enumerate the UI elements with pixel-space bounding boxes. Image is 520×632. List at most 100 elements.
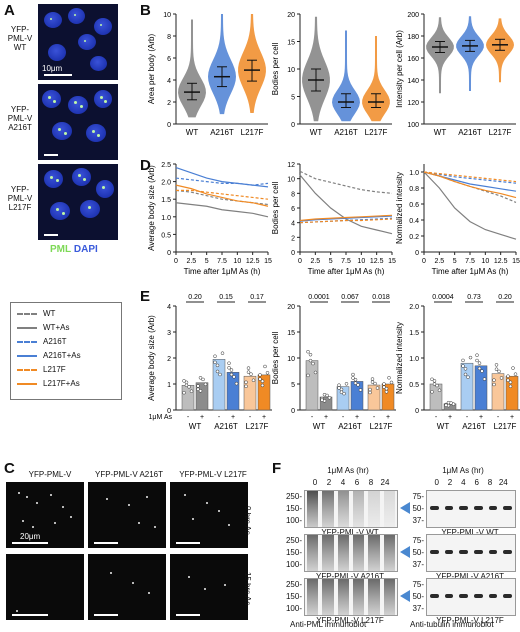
- treatment-label: 15h 1μM As: [148, 414, 172, 421]
- treatment-sign: +: [510, 414, 514, 421]
- p-value: 0.73: [467, 294, 481, 301]
- data-point: [196, 387, 200, 392]
- genotype-label: L217F: [370, 422, 393, 431]
- p-value: 0.20: [188, 294, 202, 301]
- data-point: [461, 364, 465, 368]
- data-point: [463, 367, 468, 371]
- y-tick-label: 10: [287, 67, 295, 74]
- x-tick-label: 15: [388, 258, 396, 265]
- x-tick-label: L217F: [489, 128, 512, 137]
- x-tick-label: 2.5: [434, 258, 444, 265]
- y-tick-label: 1.5: [161, 197, 171, 204]
- pml-blot: [304, 578, 398, 616]
- data-point: [446, 400, 451, 405]
- series-line-wt: [299, 170, 393, 194]
- data-point: [203, 382, 208, 387]
- data-point: [370, 377, 375, 381]
- micrograph-l217f: [38, 164, 118, 240]
- data-point: [308, 358, 313, 363]
- p-value: 0.17: [250, 294, 264, 301]
- data-point: [435, 383, 439, 388]
- y-axis-label: Area per body (Arb): [148, 34, 156, 105]
- data-point: [494, 363, 499, 367]
- data-point: [327, 396, 332, 400]
- mw-marker: 37-: [412, 516, 424, 525]
- x-tick-label: 5: [329, 258, 333, 265]
- legend-entry: L217F+As: [17, 379, 80, 388]
- bar: [505, 375, 519, 411]
- x-tick-label: WT: [186, 128, 199, 137]
- y-tick-label: 0.5: [409, 382, 419, 389]
- data-point: [220, 351, 225, 355]
- y-tick-label: 15: [287, 330, 295, 337]
- mw-marker: 75-: [412, 492, 424, 501]
- tubulin-blot: [426, 578, 516, 616]
- treatment-sign: -: [311, 414, 314, 421]
- y-tick-label: 2: [167, 100, 171, 107]
- data-point: [351, 372, 355, 377]
- line-plot-2: Normalized intensity 0 0.2 0.4 0.6 0.8 1.0 0 2.5…: [395, 164, 520, 276]
- data-point: [511, 366, 515, 370]
- legend-swatch: [17, 340, 37, 343]
- data-point: [344, 382, 349, 386]
- f-title-right: 1μM As (hr): [442, 466, 484, 475]
- legend-swatch: [17, 354, 37, 357]
- lane-label: 4: [461, 478, 466, 487]
- y-tick-label: 180: [407, 34, 419, 41]
- series-legend: WT WT+As A216T A216T+As L217F L217F+As: [10, 302, 122, 400]
- data-point: [475, 358, 479, 363]
- x-tick-label: 7.5: [341, 258, 351, 265]
- mw-marker: 100-: [285, 604, 302, 613]
- x-tick-label: 2.5: [310, 258, 320, 265]
- lane-label: 24: [498, 478, 508, 487]
- lane-label: 8: [368, 478, 374, 487]
- data-point: [461, 358, 465, 363]
- data-point: [249, 372, 253, 376]
- data-point: [451, 402, 456, 406]
- treatment-sign: -: [466, 414, 469, 421]
- legend-swatch: [17, 368, 37, 371]
- data-point: [308, 352, 313, 357]
- y-tick-label: 6: [291, 206, 295, 213]
- y-axis-label: Normalized intensity: [395, 322, 404, 394]
- x-tick-label: 12.5: [494, 258, 508, 265]
- data-point: [508, 380, 513, 385]
- data-point: [246, 366, 251, 370]
- data-point: [198, 389, 203, 393]
- data-point: [306, 349, 310, 354]
- x-tick-label: L217F: [241, 128, 264, 137]
- y-tick-label: 140: [407, 78, 419, 85]
- treatment-sign: -: [342, 414, 345, 421]
- data-point: [477, 366, 482, 371]
- treatment-sign: +: [262, 414, 266, 421]
- mw-marker: 75-: [412, 580, 424, 589]
- data-point: [227, 361, 231, 366]
- lane-label: 24: [380, 478, 390, 487]
- x-tick-label: 10: [233, 258, 241, 265]
- x-tick-label: 5: [205, 258, 209, 265]
- treatment-sign: +: [448, 414, 452, 421]
- x-tick-label: 0: [298, 258, 302, 265]
- legend-swatch: [17, 382, 37, 385]
- data-point: [497, 369, 501, 374]
- genotype-label: A216T: [338, 422, 362, 431]
- data-point: [358, 388, 363, 392]
- x-tick-label: WT: [310, 128, 323, 137]
- y-tick-label: 0: [167, 250, 171, 257]
- y-axis-label: Bodies per cell: [271, 332, 280, 385]
- series-line-l217f: [423, 171, 517, 183]
- legend-entry: A216T: [17, 337, 67, 346]
- y-tick-label: 20: [287, 304, 295, 311]
- bar: [226, 372, 240, 411]
- data-point: [234, 381, 239, 386]
- legend-swatch: [17, 326, 37, 329]
- data-point: [387, 376, 391, 380]
- micrograph-a216t: [38, 84, 118, 160]
- series-line-l217f: [176, 189, 269, 200]
- data-point: [251, 378, 256, 383]
- data-point: [382, 385, 386, 389]
- bar: [243, 375, 257, 411]
- series-line-l217f-plus-as: [299, 214, 393, 222]
